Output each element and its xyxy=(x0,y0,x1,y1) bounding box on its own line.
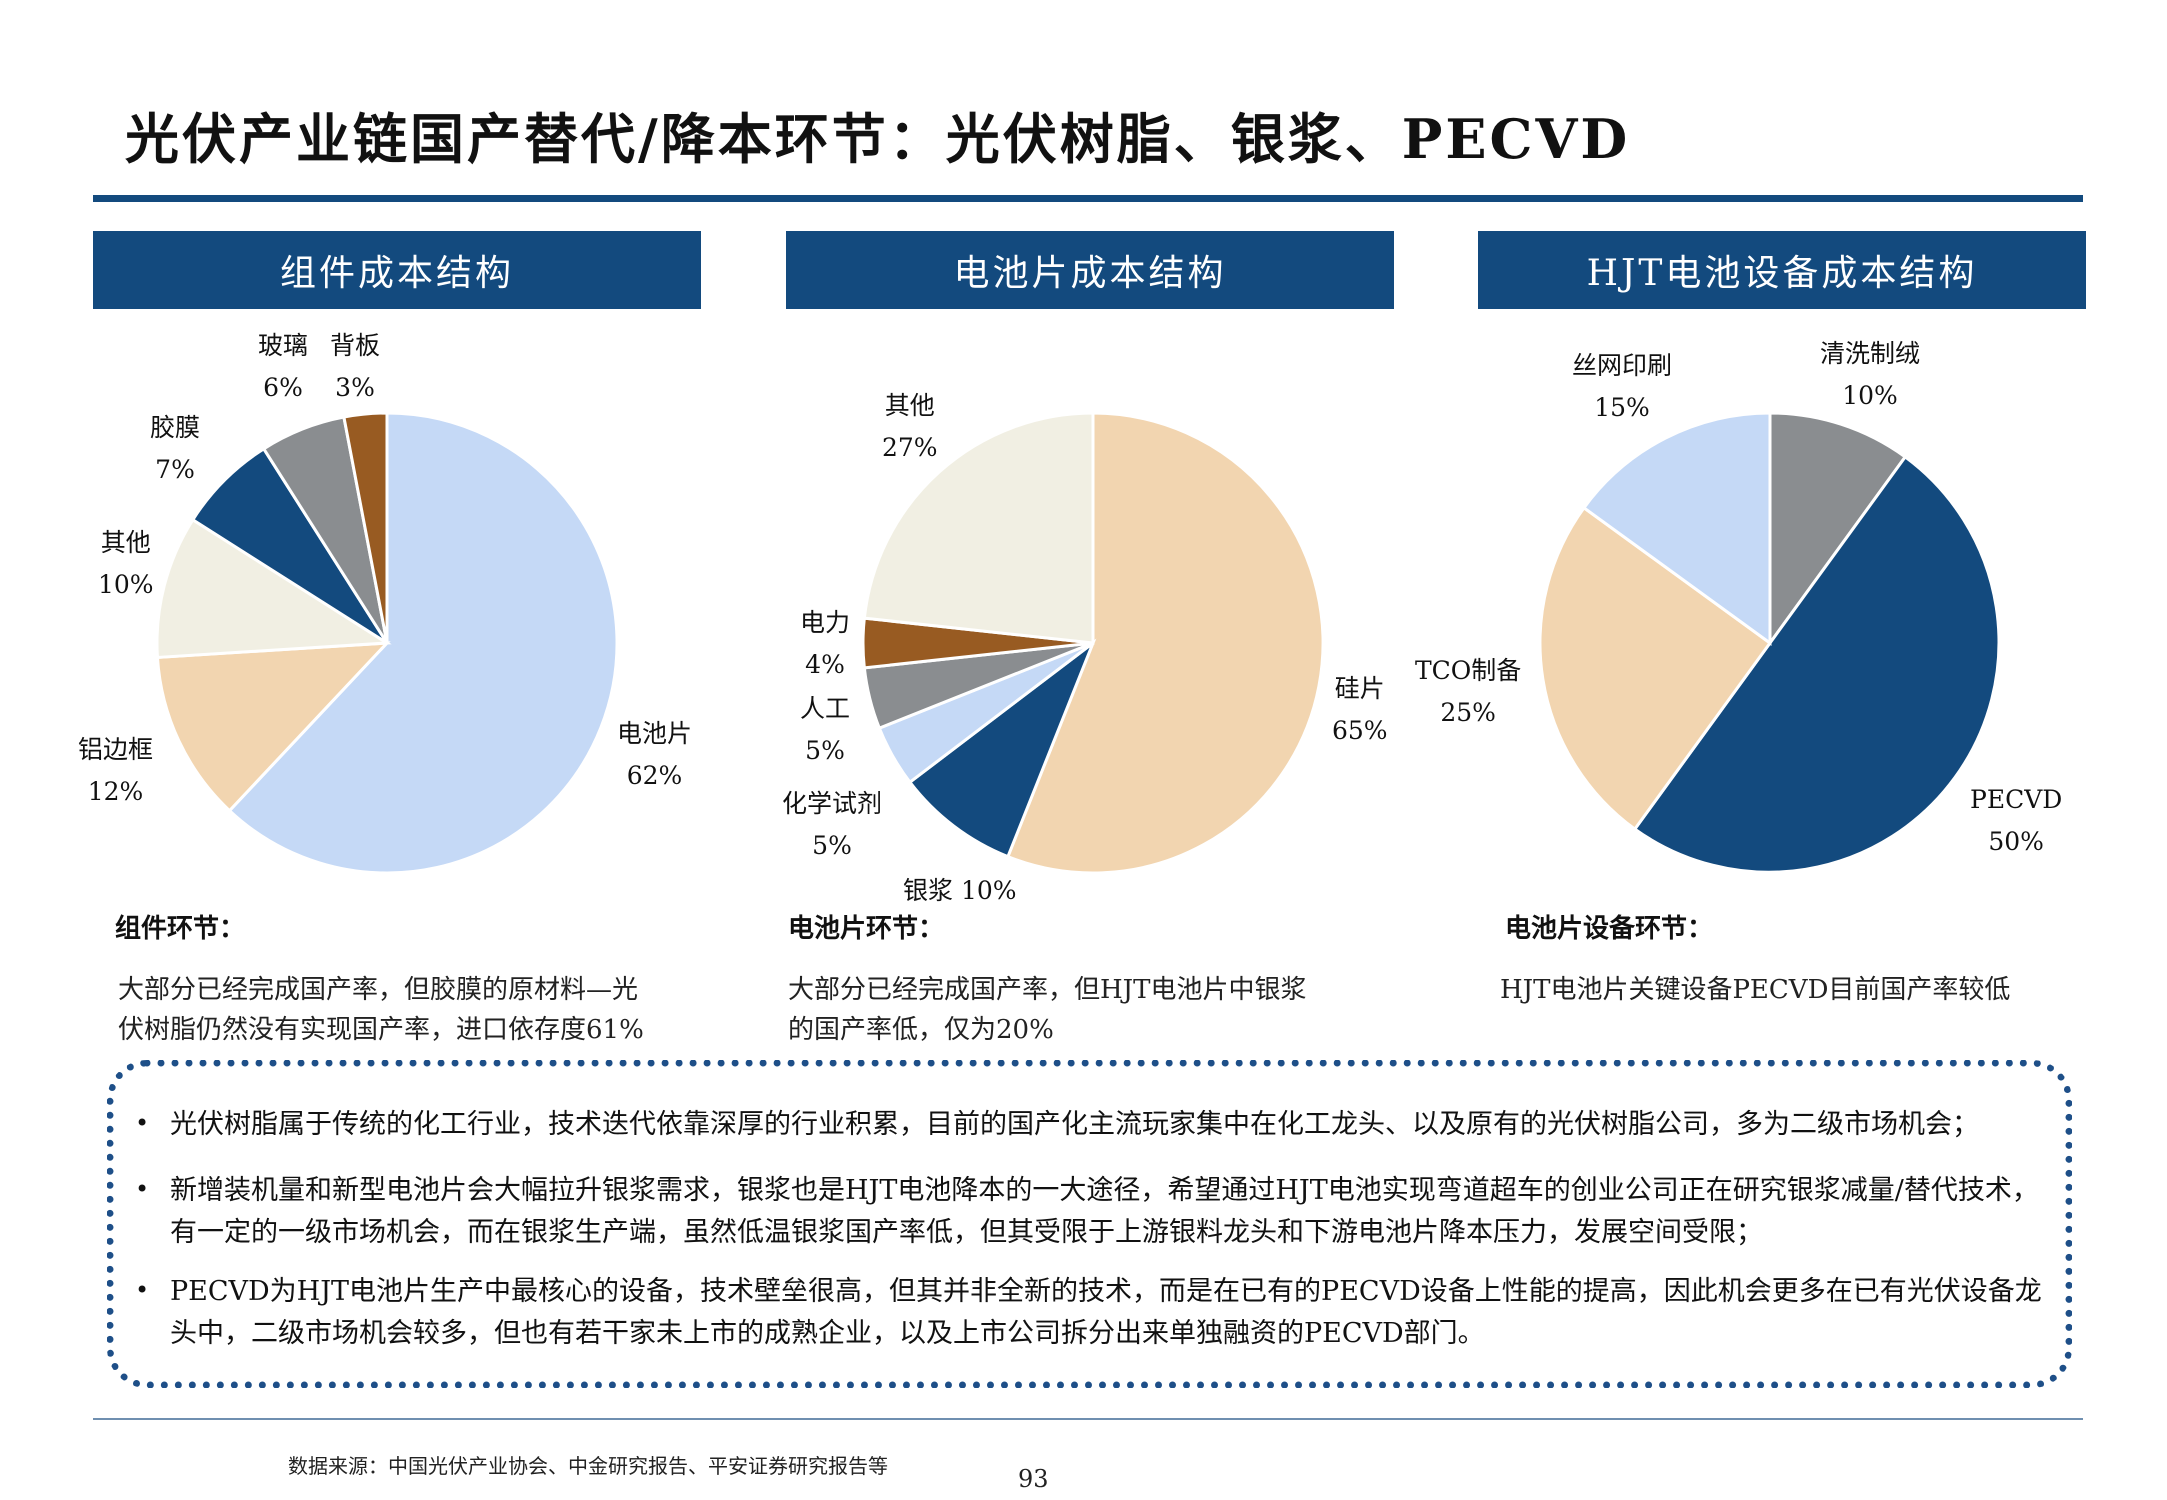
pie1-slice-3 xyxy=(155,517,392,660)
pie-cell-cost xyxy=(861,411,1325,875)
page-title: 光伏产业链国产替代/降本环节：光伏树脂、银浆、PECVD xyxy=(125,107,1631,171)
pie2-label-wafer: 硅片 65% xyxy=(1332,674,1388,745)
bullet-3: PECVD为HJT电池片生产中最核心的设备，技术壁垒很高，但其并非全新的技术，而… xyxy=(170,1276,2042,1349)
pie1-label-cell: 电池片 62% xyxy=(617,719,693,790)
source-note: 数据来源：中国光伏产业协会、中金研究报告、平安证券研究报告等 xyxy=(288,1454,888,1478)
bullet-2-marker: • xyxy=(135,1175,150,1203)
pie2-label-labor: 人工 5% xyxy=(800,694,851,765)
pie2-slice-2 xyxy=(907,638,1097,859)
summary-box xyxy=(107,1060,2072,1388)
pie3-slice-2 xyxy=(1632,454,2001,874)
section-equipment-title: 电池片设备环节： xyxy=(1505,914,1714,944)
pie1-label-frame: 铝边框 12% xyxy=(78,735,154,806)
pie1-slice-1 xyxy=(227,411,619,875)
title-divider xyxy=(93,195,2083,202)
pie1-slice-2 xyxy=(155,641,391,813)
pie3-header: HJT电池设备成本结构 xyxy=(1478,231,2086,309)
bullet-3-marker: • xyxy=(135,1276,150,1304)
bullet-2: 新增装机量和新型电池片会大幅拉升银浆需求，银浆也是HJT电池降本的一大途径，希望… xyxy=(170,1175,2039,1248)
pie1-label-film: 胶膜 7% xyxy=(150,413,201,484)
bullet-1: 光伏树脂属于传统的化工行业，技术迭代依靠深厚的行业积累，目前的国产化主流玩家集中… xyxy=(170,1109,1979,1140)
section-cell-desc: 大部分已经完成国产率，但HJT电池片中银浆 的国产率低，仅为20% xyxy=(788,975,1307,1045)
pie2-label-silver-paste: 银浆 10% xyxy=(903,876,1017,905)
pie3-label-screen-printing: 丝网印刷 15% xyxy=(1572,351,1673,422)
pie1-slice-6 xyxy=(342,411,389,644)
pie3-label-pecvd: PECVD 50% xyxy=(1970,785,2063,856)
pie2-slice-1 xyxy=(1005,411,1325,875)
pie3-slice-4 xyxy=(1581,411,1772,646)
section-cell-title: 电池片环节： xyxy=(788,914,945,944)
pie3-slice-1 xyxy=(1768,411,1908,648)
pie-charts xyxy=(155,411,2001,875)
pie1-label-other: 其他 10% xyxy=(98,528,154,599)
pie2-slice-6 xyxy=(862,411,1095,645)
section-equipment-desc: HJT电池片关键设备PECVD目前国产率较低 xyxy=(1500,975,2011,1005)
pie2-label-other: 其他 27% xyxy=(882,391,938,462)
pie1-label-glass: 玻璃 6% xyxy=(258,331,309,402)
pie2-label-power: 电力 4% xyxy=(800,608,851,679)
pie2-header: 电池片成本结构 xyxy=(786,231,1394,309)
section-module-desc: 大部分已经完成国产率，但胶膜的原材料—光 伏树脂仍然没有实现国产率，进口依存度61… xyxy=(118,975,644,1045)
pie-module-cost xyxy=(155,411,619,875)
pie1-header: 组件成本结构 xyxy=(93,231,701,309)
pie3-label-cleaning: 清洗制绒 10% xyxy=(1820,339,1921,410)
pie1-slice-4 xyxy=(190,446,389,645)
pie3-label-tco: TCO制备 25% xyxy=(1415,656,1522,727)
pie3-slice-3 xyxy=(1538,505,1773,832)
footer-divider xyxy=(93,1418,2083,1420)
bullet-1-marker: • xyxy=(135,1109,150,1137)
section-module-title: 组件环节： xyxy=(115,914,246,944)
page-number: 93 xyxy=(1018,1465,1049,1493)
pie2-label-chemicals: 化学试剂 5% xyxy=(782,789,883,860)
pie1-label-backsheet: 背板 3% xyxy=(330,331,381,402)
pie-hjt-equipment-cost xyxy=(1538,411,2001,874)
